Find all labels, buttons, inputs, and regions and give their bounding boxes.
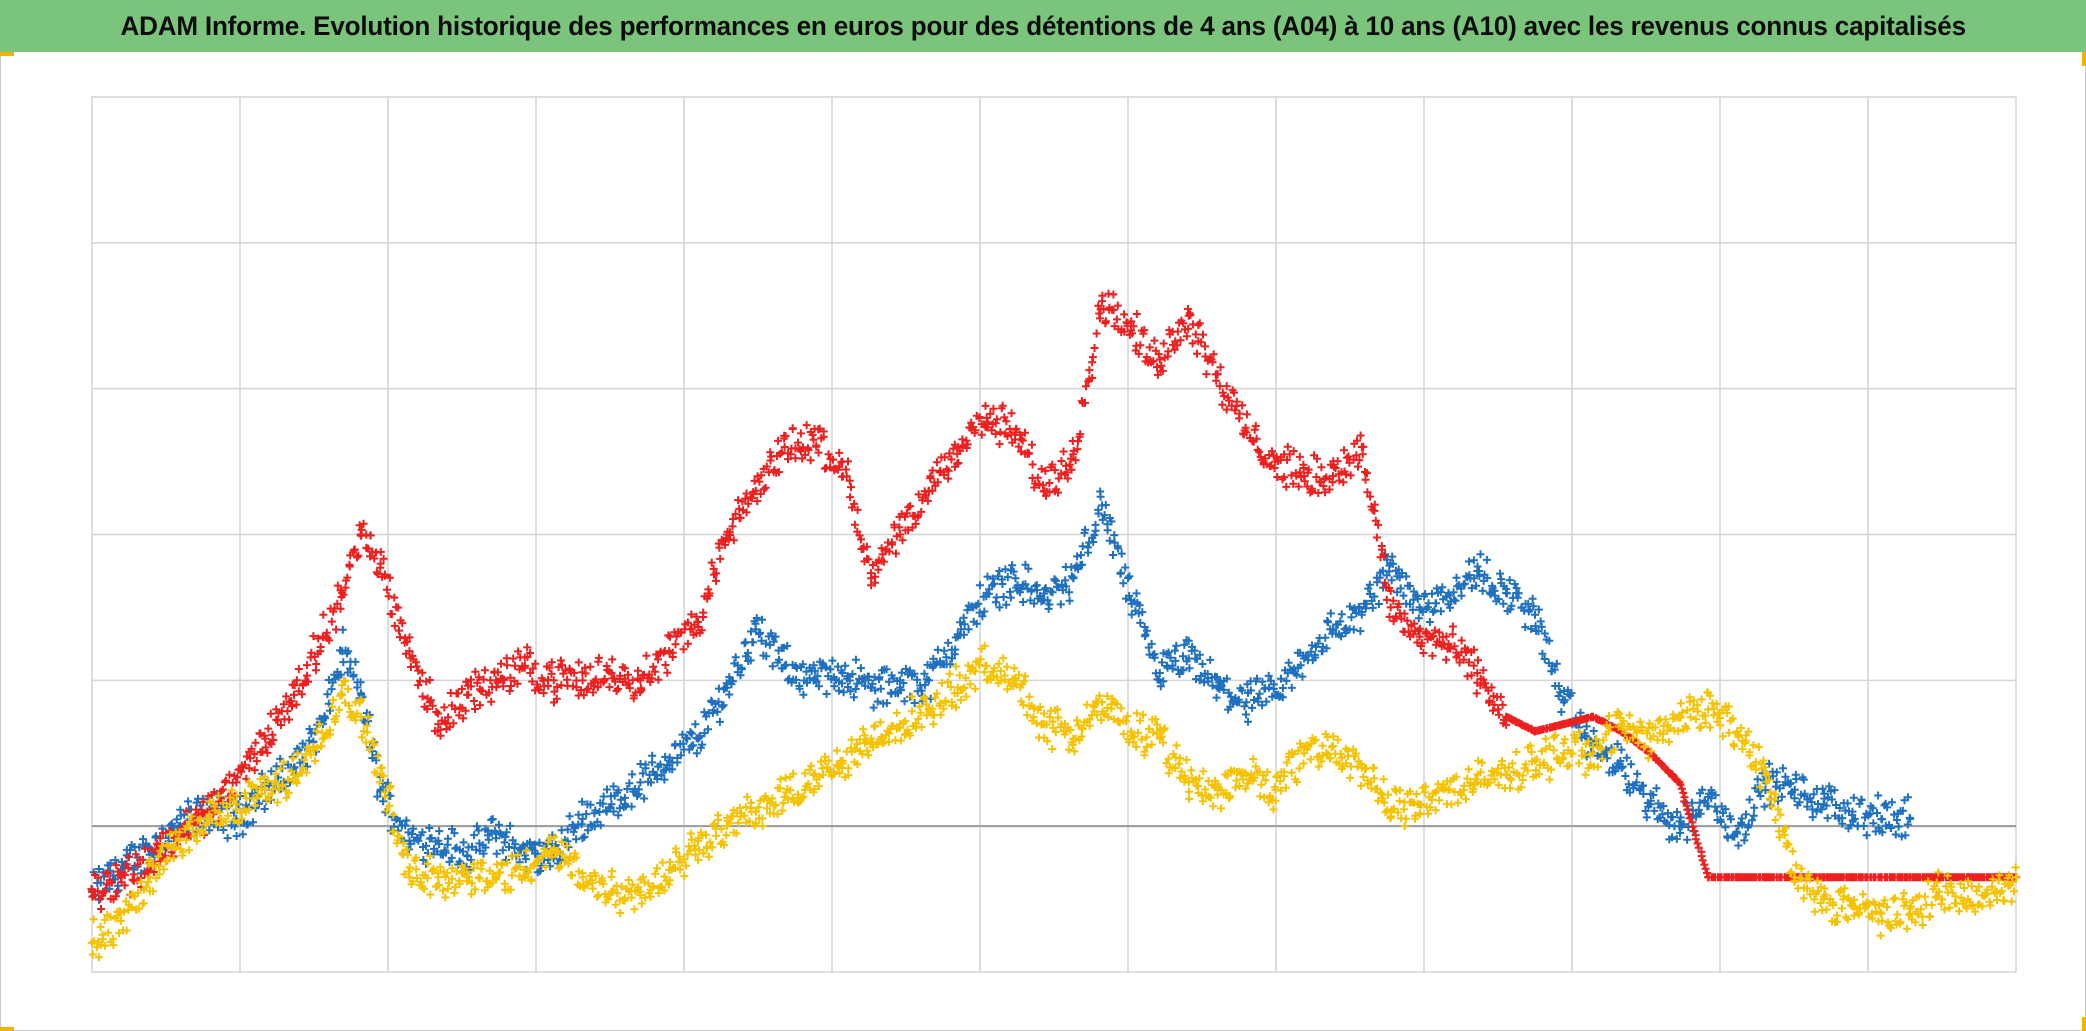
series-markers xyxy=(88,641,2020,962)
data-point xyxy=(1011,574,1020,583)
data-point xyxy=(1935,887,1944,896)
data-point xyxy=(1877,909,1886,918)
data-point xyxy=(1473,669,1482,678)
data-point xyxy=(636,778,645,787)
corner-marker-bottom-left xyxy=(0,1027,14,1031)
data-point xyxy=(116,916,125,925)
data-point xyxy=(1328,741,1337,750)
data-point xyxy=(780,443,789,451)
corner-marker-bottom-right xyxy=(2082,1017,2086,1031)
series-markers xyxy=(87,289,2021,913)
data-point xyxy=(357,712,366,721)
corner-marker-top-left xyxy=(0,52,14,56)
chart-title: ADAM Informe. Evolution historique des p… xyxy=(120,10,1966,41)
data-point xyxy=(578,814,587,823)
title-banner: ADAM Informe. Evolution historique des p… xyxy=(0,0,2086,52)
data-point xyxy=(809,771,818,780)
data-point xyxy=(1386,603,1395,612)
data-point xyxy=(290,690,299,699)
data-point xyxy=(1415,632,1424,641)
data-point xyxy=(1155,355,1164,364)
data-point xyxy=(145,873,154,882)
corner-marker-top-right xyxy=(2082,52,2086,66)
data-point xyxy=(2012,873,2020,882)
data-point xyxy=(1242,698,1251,707)
data-point xyxy=(1531,610,1539,619)
